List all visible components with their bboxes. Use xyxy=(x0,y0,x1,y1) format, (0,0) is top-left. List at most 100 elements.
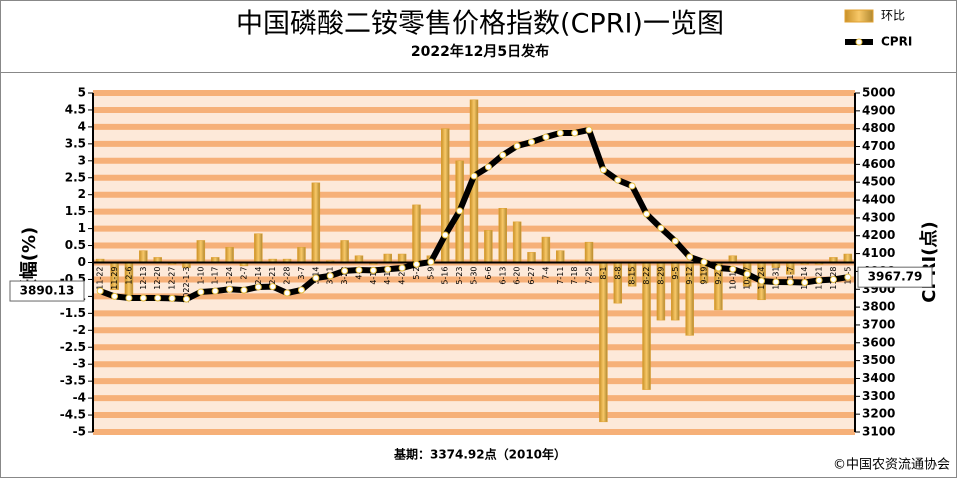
x-tick-label: 2-28 xyxy=(283,267,292,285)
bar xyxy=(484,230,493,263)
y2-tick-label: 4400 xyxy=(862,193,895,207)
marker xyxy=(182,295,190,303)
marker xyxy=(341,267,349,275)
marker xyxy=(412,260,420,268)
bar xyxy=(527,252,536,263)
bar xyxy=(584,241,594,263)
x-tick-label: 8-8 xyxy=(613,267,622,280)
marker xyxy=(844,273,852,281)
x-tick-label: 2-7 xyxy=(239,267,248,280)
y-tick-label: -1.5 xyxy=(60,306,86,320)
marker xyxy=(254,283,262,291)
x-tick-label: 5-23 xyxy=(455,267,464,285)
marker xyxy=(614,176,622,184)
bar xyxy=(728,255,738,263)
bar xyxy=(383,253,392,263)
y2-tick-label: 4600 xyxy=(862,157,895,171)
x-tick-label: 7-4 xyxy=(541,267,550,280)
annotation: 3967.79 xyxy=(868,270,923,284)
marker xyxy=(269,283,277,291)
marker xyxy=(513,142,521,150)
marker xyxy=(628,182,636,190)
chart-title: 中国磷酸二铵零售价格指数(CPRI)一览图 xyxy=(236,9,724,40)
x-tick-label: 11-7 xyxy=(786,267,795,285)
x-tick-label: 7-18 xyxy=(570,267,579,285)
marker xyxy=(96,287,104,295)
x-tick-label: 6-20 xyxy=(513,267,522,285)
marker xyxy=(528,138,536,146)
y-tick-label: 5 xyxy=(78,86,86,100)
y-tick-label: -2 xyxy=(73,323,86,337)
x-tick-label: 9-26 xyxy=(714,267,723,285)
x-tick-label: 11-14 xyxy=(800,267,809,290)
bar xyxy=(311,182,321,263)
x-tick-label: 5-16 xyxy=(441,267,450,285)
bar xyxy=(556,250,565,263)
marker xyxy=(671,237,679,245)
x-tick-label: 7-25 xyxy=(585,267,594,285)
x-tick-label: 1-17 xyxy=(211,267,220,285)
bar xyxy=(843,253,853,263)
y2-tick-label: 4500 xyxy=(862,175,895,189)
y-tick-label: -5 xyxy=(73,425,86,439)
bar xyxy=(498,208,508,263)
x-tick-label: 10-31 xyxy=(771,267,780,290)
y-tick-label: -3.5 xyxy=(60,374,86,388)
y2-tick-label: 3500 xyxy=(862,353,895,367)
x-tick-label: 1-10 xyxy=(196,267,205,285)
marker xyxy=(700,258,708,266)
x-tick-label: 10-10 xyxy=(728,267,737,290)
y-tick-label: -2.5 xyxy=(60,340,86,354)
marker xyxy=(312,274,320,282)
x-tick-label: 12-27 xyxy=(168,267,177,290)
marker xyxy=(786,278,794,286)
x-tick-label: 2-14 xyxy=(254,267,263,285)
marker xyxy=(829,275,837,283)
bar xyxy=(196,240,206,263)
marker xyxy=(758,277,766,285)
x-tick-label: 11-22 xyxy=(96,267,105,290)
x-tick-label: 12-13 xyxy=(139,267,148,290)
y2-tick-label: 3400 xyxy=(862,371,895,385)
x-tick-label: 6-27 xyxy=(527,267,536,285)
marker xyxy=(599,166,607,174)
y2-tick-label: 3800 xyxy=(862,300,895,314)
y2-tick-label: 4700 xyxy=(862,139,895,153)
x-tick-label: 3-28 xyxy=(340,267,349,285)
marker xyxy=(398,264,406,272)
bar xyxy=(225,246,234,263)
marker xyxy=(743,270,751,278)
marker xyxy=(168,294,176,302)
marker xyxy=(240,286,248,294)
marker xyxy=(571,129,579,137)
y-axis-label: 涨幅(%) xyxy=(18,227,40,298)
legend-label: 环比 xyxy=(881,9,905,23)
marker xyxy=(384,265,392,273)
y2-tick-label: 3100 xyxy=(862,425,895,439)
marker xyxy=(542,133,550,141)
bar xyxy=(512,221,522,263)
y-tick-label: 2.5 xyxy=(65,170,86,184)
y-tick-label: -4.5 xyxy=(60,408,86,422)
marker xyxy=(686,253,694,261)
x-tick-label: 5-30 xyxy=(470,267,479,285)
copyright: ©中国农资流通协会 xyxy=(833,458,950,473)
marker xyxy=(125,294,133,302)
marker xyxy=(441,231,449,239)
bar xyxy=(599,262,608,423)
y2-tick-label: 3600 xyxy=(862,335,895,349)
legend-marker xyxy=(855,38,863,46)
marker xyxy=(111,292,119,300)
y-tick-label: -3 xyxy=(73,357,86,371)
x-tick-label: 5-9 xyxy=(426,267,435,280)
annotation-box xyxy=(9,280,85,302)
y-tick-label: 3 xyxy=(78,153,86,167)
y2-axis-label: CPRI(点) xyxy=(918,221,940,302)
marker xyxy=(499,151,507,159)
marker xyxy=(585,126,593,134)
marker xyxy=(815,276,823,284)
chart-subtitle: 2022年12月5日发布 xyxy=(411,43,549,60)
x-tick-label: 9-5 xyxy=(671,267,680,280)
y2-tick-label: 4300 xyxy=(862,210,895,224)
